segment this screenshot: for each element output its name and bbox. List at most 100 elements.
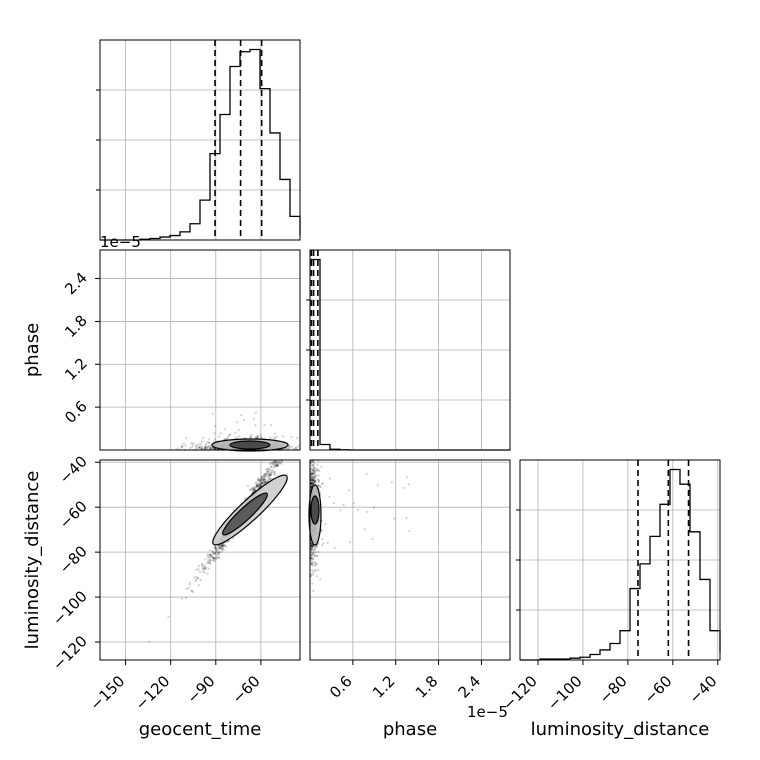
sample-point [195, 447, 198, 450]
sample-point [221, 544, 224, 548]
sample-point [312, 472, 315, 475]
x-tick-label: −120 [132, 672, 174, 714]
sample-point [310, 544, 313, 548]
sample-point [218, 552, 221, 555]
sample-point [311, 544, 314, 547]
sample-point [212, 440, 215, 443]
sample-point [376, 484, 379, 487]
sample-point [216, 549, 219, 552]
x-tick-label: −40 [685, 672, 720, 707]
x-axis-label-luminosity-distance: luminosity_distance [531, 719, 710, 740]
sample-point [328, 477, 331, 480]
sample-point [260, 482, 263, 485]
sample-point [265, 471, 268, 474]
sample-point [167, 615, 170, 618]
sample-point [200, 440, 203, 443]
sample-point [296, 436, 299, 440]
sample-point [273, 466, 276, 469]
sample-point [274, 464, 277, 467]
sample-point [322, 542, 325, 545]
sample-point [222, 549, 225, 552]
sample-point [312, 551, 316, 555]
sample-point [269, 474, 272, 477]
sample-point [254, 436, 257, 439]
sample-point [215, 551, 218, 554]
sample-point [235, 421, 239, 424]
sample-point [310, 482, 313, 485]
sample-point [256, 435, 259, 438]
sample-point [269, 474, 272, 477]
sample-point [310, 563, 313, 567]
sample-point [262, 478, 266, 481]
sample-point [213, 546, 216, 549]
sample-point [311, 552, 314, 555]
sample-point [208, 438, 211, 441]
sample-point [211, 555, 214, 559]
sample-point [317, 474, 320, 477]
sample-point [313, 569, 316, 572]
sample-point [263, 475, 266, 478]
sample-point [207, 446, 210, 449]
sample-point [259, 479, 262, 482]
sample-point [273, 470, 276, 474]
sample-point [213, 438, 216, 441]
sample-point [185, 596, 188, 599]
sample-point [262, 479, 265, 482]
sample-point [212, 559, 215, 562]
sample-point [214, 425, 217, 428]
sample-point [270, 471, 273, 474]
sample-point [180, 445, 183, 448]
sample-point [266, 468, 269, 471]
sample-point [316, 562, 319, 566]
sample-point [181, 445, 184, 448]
sample-point [224, 544, 227, 548]
sample-point [324, 522, 327, 526]
sample-point [257, 483, 260, 486]
sample-point [217, 552, 220, 555]
sample-point [269, 436, 272, 439]
sample-point [226, 540, 229, 543]
sample-point [256, 483, 259, 486]
sample-point [275, 463, 278, 466]
sample-point [312, 464, 315, 467]
sample-point [256, 484, 259, 487]
sample-point [269, 472, 272, 475]
sample-point [212, 447, 216, 450]
sample-point [275, 460, 278, 463]
sample-point [195, 446, 198, 449]
panel-frame-geocent_time-luminosity_distance [99, 459, 301, 661]
sample-point [148, 640, 151, 644]
sample-point [213, 552, 216, 555]
y-tick-label: −80 [56, 542, 91, 577]
sample-point [286, 447, 289, 450]
x-axis-label-phase: phase [383, 719, 437, 740]
sample-point [211, 550, 214, 553]
sample-point [311, 545, 314, 548]
sample-point [227, 539, 230, 543]
sample-point [250, 434, 253, 437]
sample-point [313, 477, 317, 480]
sample-point [310, 472, 313, 476]
sample-point [311, 473, 314, 476]
sample-point [243, 418, 246, 421]
sample-point [311, 478, 314, 481]
sample-point [194, 580, 197, 583]
sample-point [321, 538, 324, 541]
sample-point [218, 546, 222, 550]
sample-point [270, 462, 273, 465]
sample-point [203, 566, 206, 569]
sample-point [256, 485, 259, 488]
sample-point [206, 441, 209, 444]
sample-point [213, 551, 216, 555]
x-tick-label: 2.4 [455, 672, 485, 702]
sample-point [262, 478, 265, 481]
sample-point [312, 475, 315, 478]
sample-point [212, 556, 215, 560]
sample-point [311, 469, 314, 472]
sample-point [181, 446, 184, 449]
sample-point [275, 435, 278, 439]
sample-point [200, 447, 203, 450]
sample-point [201, 445, 204, 448]
sample-point [217, 544, 220, 548]
sample-point [313, 562, 317, 565]
